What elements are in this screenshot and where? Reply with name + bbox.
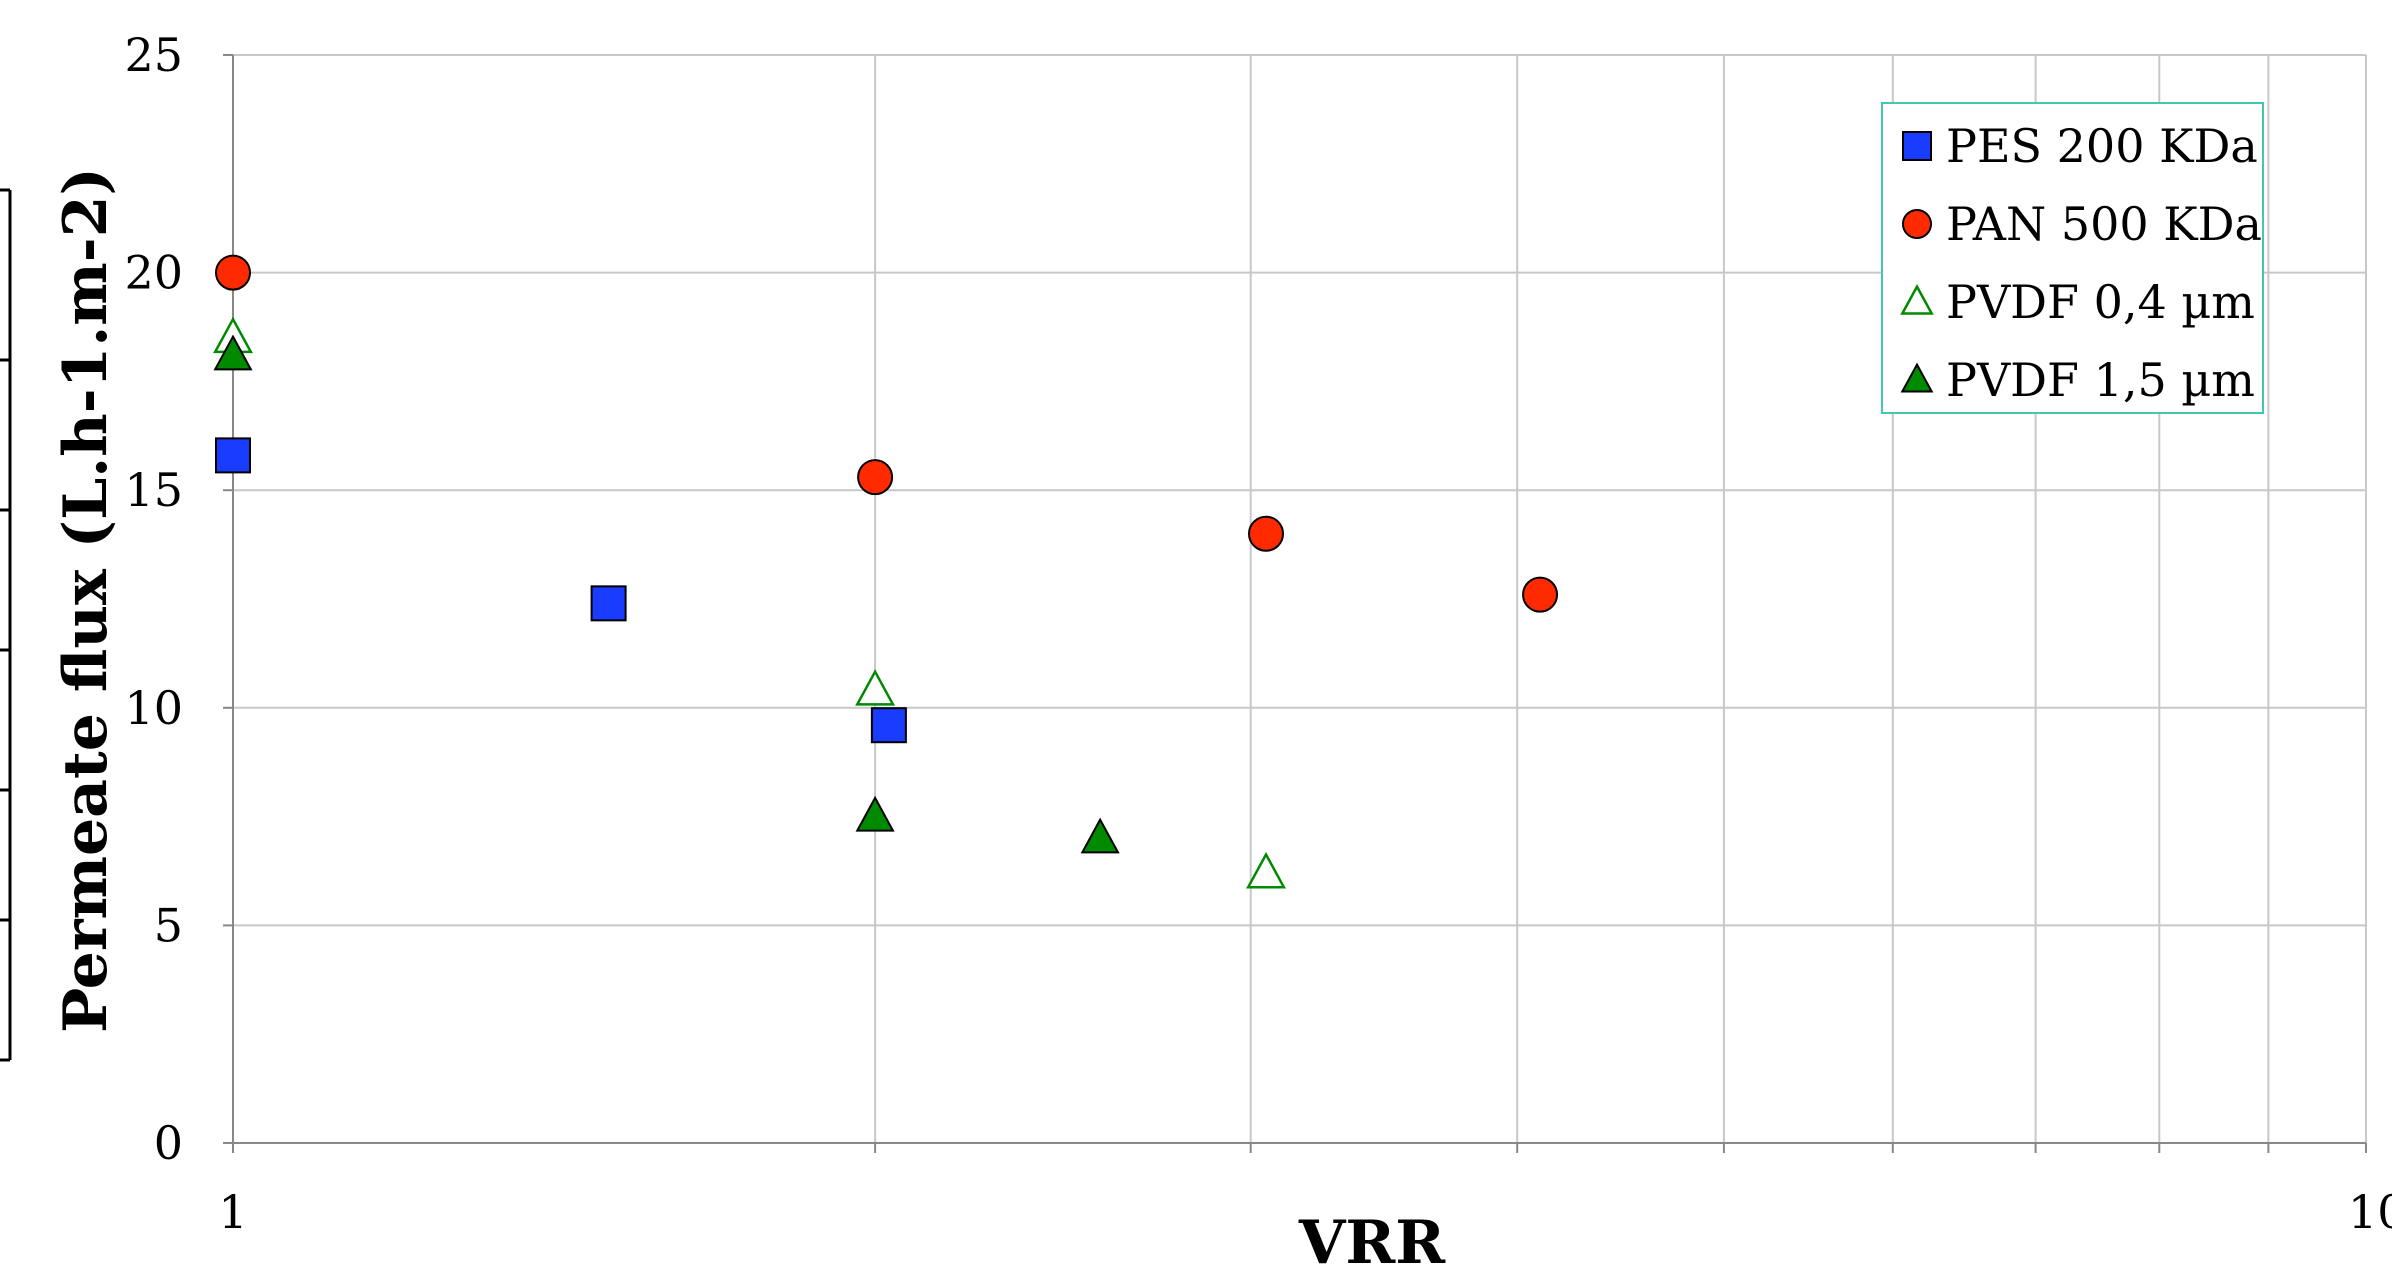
legend-label: PVDF 1,5 µm bbox=[1946, 353, 2255, 407]
grid bbox=[233, 54, 2367, 1143]
legend-label: PAN 500 KDa bbox=[1946, 197, 2262, 251]
data-point bbox=[215, 254, 251, 291]
data-point bbox=[213, 334, 253, 371]
data-point bbox=[215, 437, 251, 474]
legend-box bbox=[1881, 102, 2264, 414]
y-tick-label: 20 bbox=[124, 246, 183, 300]
y-tick-label: 25 bbox=[124, 28, 183, 82]
legend-label: PES 200 KDa bbox=[1946, 119, 2258, 173]
x-axis-title: VRR bbox=[1298, 1208, 1446, 1267]
legend-marker bbox=[1902, 209, 1932, 239]
data-points bbox=[213, 254, 1559, 889]
legend-marker bbox=[1900, 362, 1934, 393]
y-tick-label: 5 bbox=[154, 898, 183, 952]
x-tick-label: 10 bbox=[2348, 1185, 2392, 1239]
x-tick-labels: 1 10 bbox=[218, 1185, 2392, 1239]
y-tick-label: 0 bbox=[154, 1116, 183, 1170]
y-axis-title: Permeate flux (L.h-1.m-2) bbox=[51, 167, 121, 1033]
data-point bbox=[1246, 851, 1286, 889]
data-point bbox=[857, 459, 894, 496]
data-point bbox=[1522, 576, 1559, 613]
data-point bbox=[1248, 515, 1285, 552]
legend-marker bbox=[1902, 131, 1932, 161]
data-point bbox=[870, 707, 907, 744]
legend-marker bbox=[1900, 283, 1934, 315]
legend: PES 200 KDa PAN 500 KDa PVDF 0,4 µm PVDF 1,… bbox=[1881, 102, 2264, 414]
data-point bbox=[855, 669, 896, 706]
x-tick-label: 1 bbox=[218, 1185, 247, 1239]
left-frame-fragment bbox=[0, 188, 12, 1062]
axes bbox=[223, 54, 2367, 1153]
data-point bbox=[855, 795, 895, 832]
y-tick-labels: 0 5 10 15 20 25 bbox=[124, 28, 183, 1170]
data-point bbox=[1080, 817, 1120, 854]
y-tick-label: 15 bbox=[124, 463, 183, 517]
legend-label: PVDF 0,4 µm bbox=[1946, 275, 2255, 329]
y-tick-label: 10 bbox=[124, 681, 183, 735]
data-point bbox=[590, 585, 627, 622]
